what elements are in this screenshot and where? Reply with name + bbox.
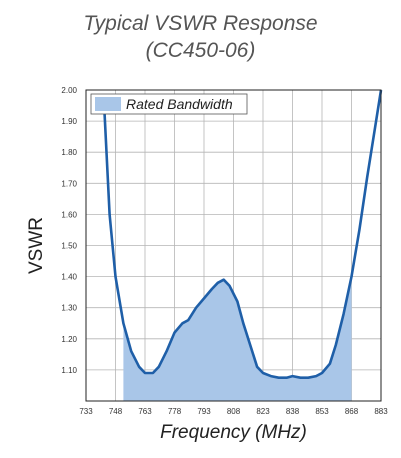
x-tick-label: 778: [168, 407, 182, 416]
legend-swatch: [95, 97, 121, 111]
y-tick-label: 1.40: [61, 273, 77, 282]
legend-label: Rated Bandwidth: [126, 96, 233, 112]
y-tick-label: 1.10: [61, 366, 77, 375]
x-tick-label: 853: [315, 407, 329, 416]
plot-frame: [85, 89, 382, 402]
chart-subtitle: (CC450-06): [145, 39, 256, 62]
y-tick-label: 1.70: [61, 179, 77, 188]
y-axis-label: VSWR: [26, 217, 47, 274]
y-tick-label: 1.60: [61, 210, 77, 219]
y-tick-label: 1.90: [61, 117, 77, 126]
x-tick-label: 868: [345, 407, 359, 416]
vswr-series-line: [102, 89, 383, 379]
rated-bandwidth-fill: [123, 276, 352, 401]
y-tick-label: 1.80: [61, 148, 77, 157]
x-tick-label: 763: [138, 407, 152, 416]
chart-title: Typical VSWR Response: [83, 12, 318, 35]
legend: Rated Bandwidth: [90, 93, 248, 115]
x-tick-label: 733: [79, 407, 93, 416]
y-tick-label: 1.50: [61, 242, 77, 251]
y-tick-label: 1.30: [61, 304, 77, 313]
x-tick-label: 808: [227, 407, 241, 416]
y-tick-labels: 2.00 1.90 1.80 1.70 1.60 1.50 1.40 1.30 1.20 1.10: [61, 86, 77, 375]
y-tick-label: 1.20: [61, 335, 77, 344]
y-tick-label: 2.00: [61, 86, 77, 95]
x-tick-labels: 733 748 763 778 793 808 823 838 853 868 883: [79, 407, 388, 416]
x-tick-label: 793: [197, 407, 211, 416]
x-tick-label: 823: [256, 407, 270, 416]
x-tick-label: 883: [374, 407, 388, 416]
x-axis-label: Frequency (MHz): [160, 422, 307, 443]
x-tick-label: 748: [109, 407, 123, 416]
legend-box: [90, 93, 248, 115]
x-tick-label: 838: [286, 407, 300, 416]
